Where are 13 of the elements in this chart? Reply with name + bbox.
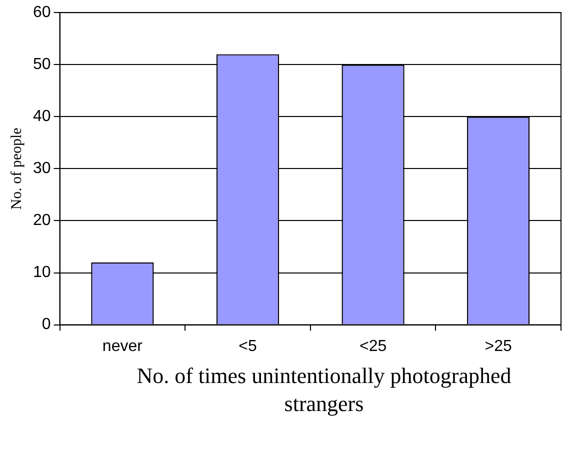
y-tick-label: 20 — [33, 212, 51, 230]
y-tick-label: 0 — [42, 316, 51, 334]
y-tick-label: 10 — [33, 264, 51, 282]
x-tick-label: <5 — [238, 338, 257, 355]
y-tick-label: 30 — [33, 160, 51, 178]
x-tick-label: <25 — [359, 338, 387, 355]
y-tick-label: 60 — [33, 4, 51, 22]
x-axis-title: No. of times unintentionally photographed strangers — [136, 362, 512, 418]
y-axis-title: No. of people — [8, 127, 25, 210]
x-tick-label: >25 — [484, 338, 512, 355]
y-tick-label: 50 — [33, 56, 51, 74]
x-tick-label: never — [102, 338, 144, 355]
y-tick-label: 40 — [33, 108, 51, 126]
